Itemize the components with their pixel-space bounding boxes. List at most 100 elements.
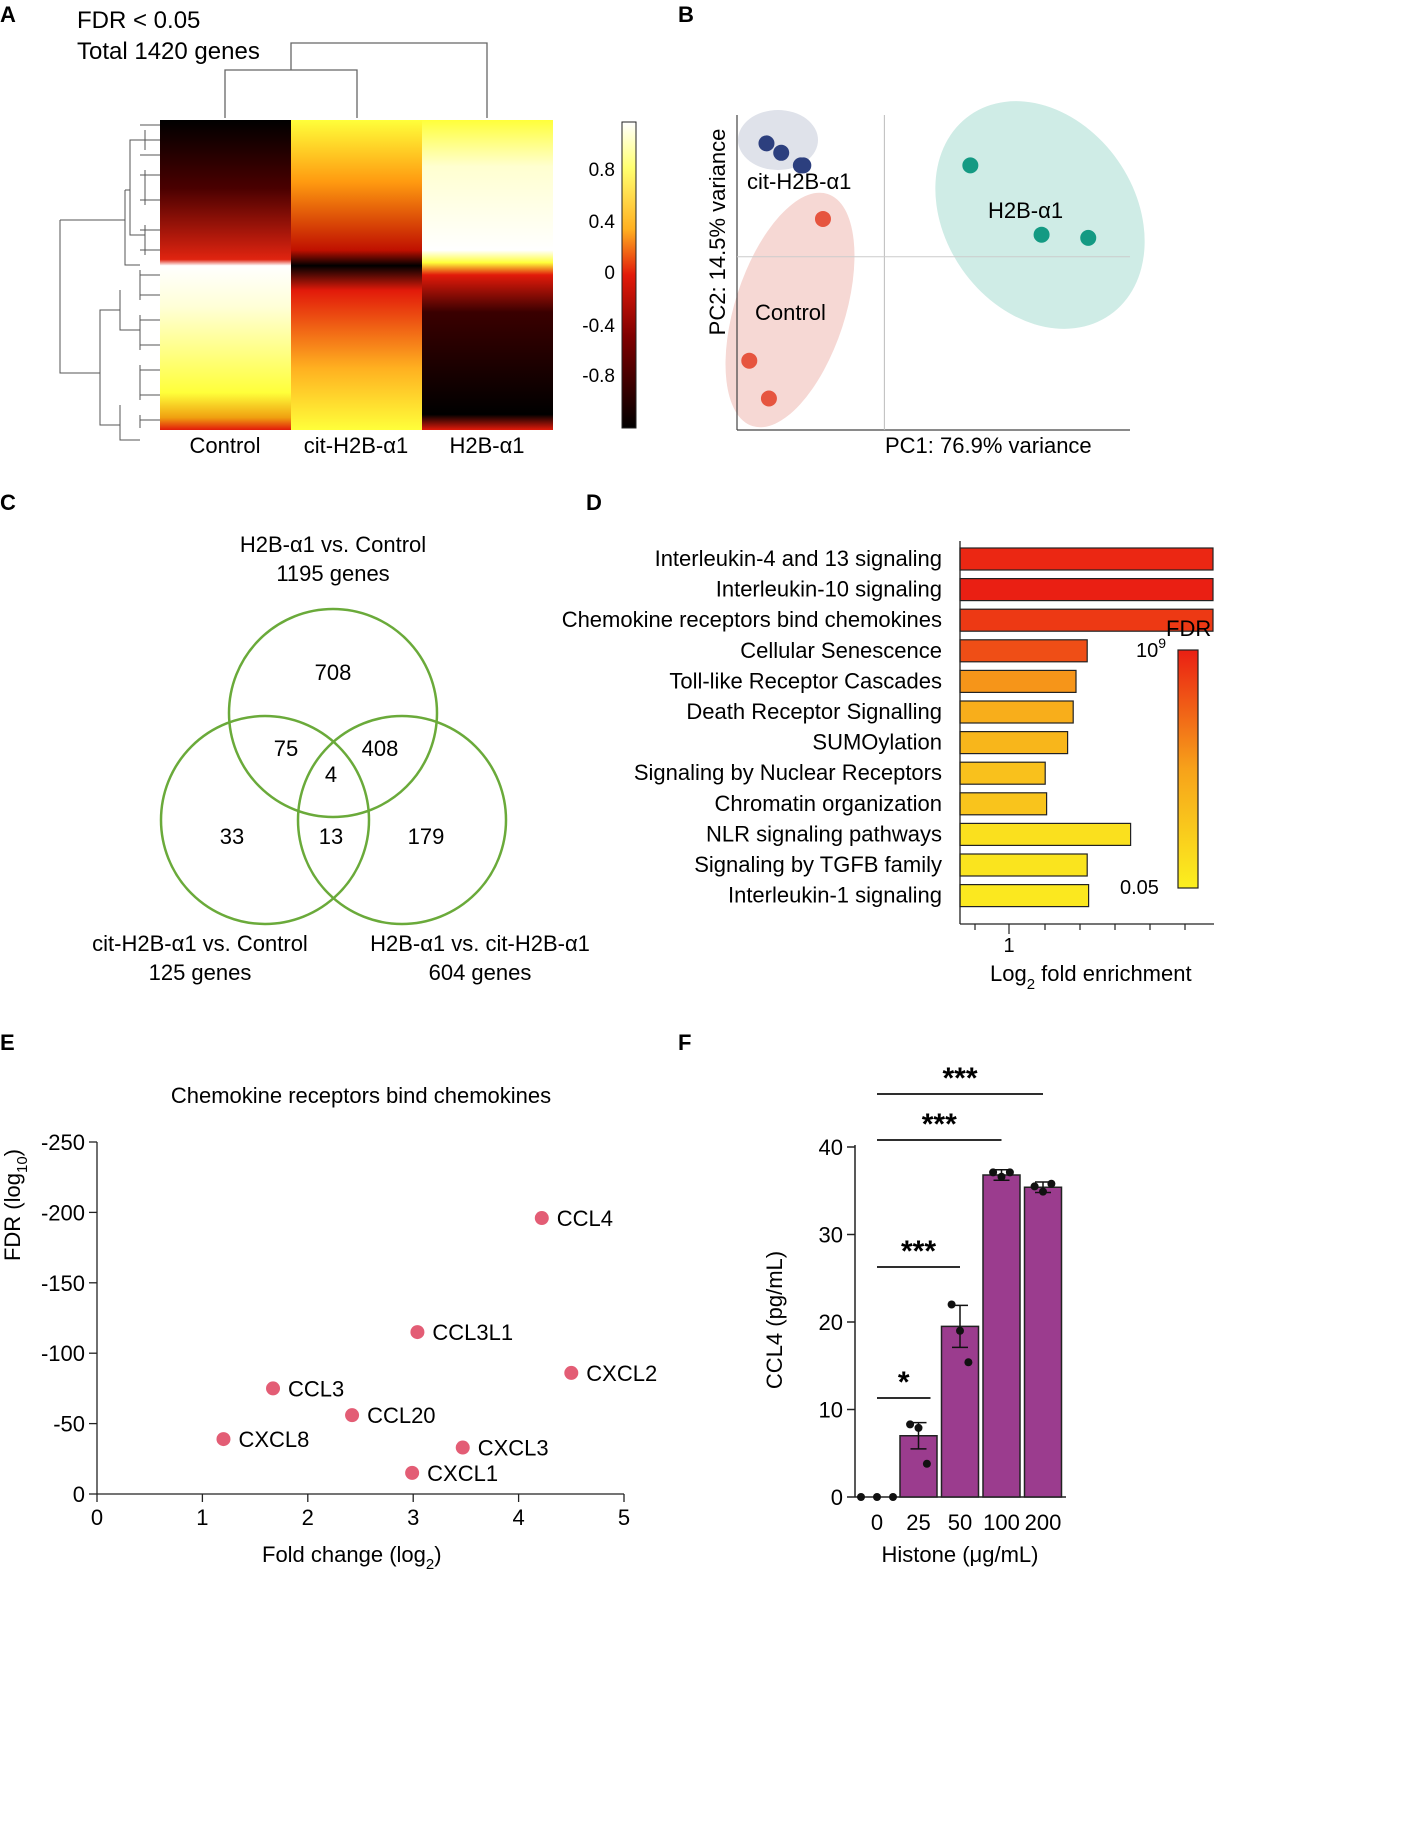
enrichment-bar-label: Chemokine receptors bind chemokines [562, 607, 942, 632]
volcano-point-label: CXCL3 [478, 1436, 549, 1461]
ccl4-replicate-point [964, 1358, 973, 1367]
venn-region-count: 408 [362, 736, 399, 761]
ccl4-replicate-point [989, 1168, 998, 1177]
panel-e-label: E [0, 1030, 15, 1055]
ccl4-replicate-point [1039, 1187, 1047, 1196]
significance-stars: *** [922, 1108, 957, 1141]
ccl4-replicate-point [906, 1420, 915, 1429]
pca-point [814, 210, 831, 227]
enrichment-bar-label: Interleukin-1 signaling [728, 883, 942, 908]
pca-point [773, 144, 790, 161]
significance-stars: *** [901, 1235, 936, 1268]
enrichment-x-tick-label: 1 [1003, 935, 1014, 957]
enrichment-bar [959, 822, 1132, 847]
ccl4-x-tick-label: 0 [871, 1510, 883, 1535]
venn-region-count: 4 [325, 762, 337, 787]
volcano-point [216, 1432, 231, 1447]
ccl4-replicate-point [889, 1493, 897, 1501]
venn-region-count: 13 [319, 824, 343, 849]
ccl4-x-tick-label: 100 [983, 1510, 1020, 1535]
volcano-y-tick-label: -150 [41, 1271, 85, 1296]
volcano-x-tick-label: 5 [618, 1505, 630, 1530]
enrichment-x-label: Log2 fold enrichment [990, 961, 1192, 993]
venn-region-count: 75 [274, 736, 298, 761]
volcano-y-tick-label: -100 [41, 1341, 85, 1366]
venn-set-title: H2B-α1 vs. cit-H2B-α1 [370, 931, 590, 956]
panel-a-fdr-note: FDR < 0.05 [77, 7, 200, 34]
enrichment-bar-label: Chromatin organization [715, 791, 942, 816]
ccl4-replicate-point [947, 1300, 956, 1309]
volcano-x-label: Fold change (log2) [262, 1542, 442, 1573]
volcano-y-tick-label: -250 [41, 1130, 85, 1155]
venn-region-count: 33 [220, 824, 244, 849]
ccl4-y-label: CCL4 (pg/mL) [762, 1251, 787, 1389]
colorbar-tick: 0.4 [589, 212, 616, 233]
ccl4-replicate-point [922, 1459, 931, 1468]
pca-group-label-h2b: H2B-α1 [988, 198, 1063, 223]
enrichment-bar-label: Interleukin-10 signaling [716, 577, 942, 602]
colorbar-tick: 0 [604, 263, 615, 284]
heatmap-column-cit-h2b [291, 120, 422, 430]
volcano-y-label: FDR (log10) [0, 1149, 31, 1261]
panel-b: B cit-H2B-α1 H2B-α1 Control PC1: 76.9% v… [678, 2, 1145, 458]
enrichment-bar [959, 883, 1090, 908]
volcano-y-tick-label: 0 [73, 1482, 85, 1507]
ccl4-bars [857, 1168, 1063, 1501]
pca-point [741, 352, 758, 369]
volcano-point [405, 1465, 420, 1480]
volcano-point-label: CCL3 [288, 1376, 344, 1401]
enrichment-bar-label: Toll-like Receptor Cascades [669, 668, 942, 693]
pca-group-label-control: Control [755, 300, 826, 325]
pca-ellipse-cit-h2b [738, 110, 818, 170]
volcano-title: Chemokine receptors bind chemokines [171, 1083, 551, 1108]
pca-points [741, 135, 1097, 407]
enrichment-bar [959, 639, 1088, 663]
ccl4-x-label: Histone (μg/mL) [882, 1542, 1039, 1567]
venn-set-title: H2B-α1 vs. Control [240, 532, 426, 557]
ccl4-bar [982, 1174, 1021, 1498]
venn-region-count: 179 [408, 824, 445, 849]
venn-circle-cit-vs-control [159, 714, 371, 926]
enrichment-bar-label: SUMOylation [812, 730, 942, 755]
ccl4-replicate-point [1030, 1182, 1039, 1191]
enrichment-bar-label: NLR signaling pathways [706, 821, 942, 846]
ccl4-replicate-point [873, 1493, 881, 1501]
volcano-point [410, 1325, 425, 1340]
volcano-point [266, 1381, 281, 1396]
enrichment-bar [959, 792, 1048, 816]
significance-stars: *** [942, 1062, 977, 1095]
panel-b-label: B [678, 2, 694, 27]
enrichment-bar [959, 730, 1069, 755]
volcano-point [345, 1408, 360, 1423]
fdr-legend-bar [1177, 649, 1199, 889]
ccl4-y-tick-label: 10 [819, 1398, 843, 1423]
volcano-point-label: CCL4 [557, 1206, 613, 1231]
ccl4-y-tick-label: 40 [819, 1135, 843, 1160]
heatmap-colorbar [621, 121, 637, 429]
volcano-y-tick-label: -50 [53, 1412, 85, 1437]
volcano-point [534, 1211, 549, 1226]
panel-e: E Chemokine receptors bind chemokines 0 1… [0, 1030, 657, 1573]
enrichment-bar-label: Death Receptor Signalling [686, 699, 942, 724]
volcano-point-label: CCL3L1 [432, 1320, 513, 1345]
panel-a: A FDR < 0.05 Total 1420 genes Control ci… [0, 2, 637, 458]
ccl4-x-tick-label: 50 [948, 1510, 972, 1535]
row-dendrogram [59, 124, 160, 441]
venn-circle-h2b-vs-control [227, 607, 439, 819]
ccl4-y-tick-label: 30 [819, 1223, 843, 1248]
venn-circle-h2b-vs-cit [296, 714, 508, 926]
fdr-legend-high: 109 [1136, 635, 1166, 662]
venn-region-count: 708 [315, 660, 352, 685]
ccl4-replicate-point [1047, 1179, 1056, 1188]
ccl4-x-tick-label: 200 [1025, 1510, 1062, 1535]
volcano-point-label: CXCL8 [238, 1427, 309, 1452]
ccl4-bar [940, 1325, 980, 1498]
ccl4-replicate-point [997, 1172, 1006, 1181]
colorbar-tick: 0.8 [589, 160, 615, 181]
ccl4-bar [1023, 1186, 1063, 1498]
pca-point [795, 157, 812, 174]
pca-group-label-cit-h2b: cit-H2B-α1 [747, 169, 851, 194]
